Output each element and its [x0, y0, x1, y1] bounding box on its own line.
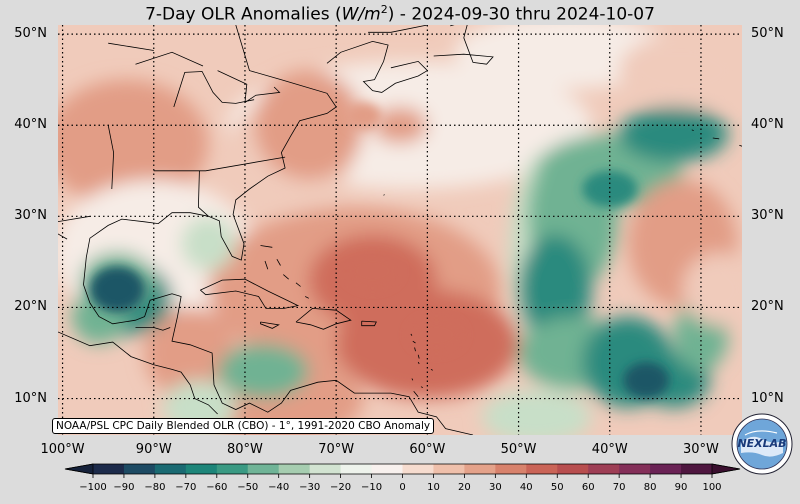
colorbar-segment	[340, 464, 373, 474]
colorbar-tick-label: −80	[144, 482, 165, 493]
colorbar-segment	[216, 464, 249, 474]
colorbar-segment	[526, 464, 558, 474]
olr-anomaly-field	[58, 25, 742, 435]
colorbar-tick-label: 30	[489, 482, 502, 493]
logo-text: NEXLAB	[737, 437, 786, 450]
lon-label: 50°W	[500, 442, 537, 457]
colorbar-segment	[278, 464, 311, 474]
lon-label: 30°W	[683, 442, 719, 457]
colorbar-tick-label: −100	[79, 482, 106, 493]
colorbar-segment	[123, 464, 156, 474]
map-title: 7-Day OLR Anomalies (W/m2) - 2024-09-30 …	[145, 3, 655, 25]
lat-label-right: 10°N	[751, 390, 784, 406]
colorbar-max-extend	[711, 463, 741, 475]
colorbar-tick-label: 0	[399, 482, 405, 493]
colorbar-segment	[464, 464, 496, 474]
colorbar-segment	[185, 464, 218, 474]
coastlines	[58, 25, 742, 435]
lat-label-left: 50°N	[14, 26, 47, 42]
lon-label: 90°W	[135, 442, 172, 457]
colorbar-tick-label: −30	[299, 482, 320, 493]
colorbar-segment	[402, 464, 434, 474]
colorbar-min-extend	[64, 463, 94, 475]
nexlab-logo[interactable]: NEXLAB	[731, 413, 793, 475]
lon-label: 70°W	[318, 442, 355, 457]
lat-label-left: 30°N	[14, 208, 47, 224]
colorbar-tick-label: −20	[330, 482, 351, 493]
colorbar-segment	[247, 464, 280, 474]
lon-label: 100°W	[40, 442, 85, 457]
colorbar-segment	[681, 464, 713, 474]
lon-label: 80°W	[227, 442, 263, 457]
colorbar: −100 −90 −80 −70 −60 −50 −40 −30 −20 −10 0 10 20 30 40…	[0, 458, 800, 500]
colorbar-tick-label: 10	[427, 482, 440, 493]
colorbar-segment	[557, 464, 589, 474]
lat-label-left: 20°N	[14, 299, 47, 315]
colorbar-segment	[433, 464, 465, 474]
colorbar-tick-label: 20	[458, 482, 471, 493]
lon-label: 40°W	[591, 442, 628, 457]
lat-label-right: 50°N	[751, 26, 784, 42]
colorbar-tick-label: −40	[268, 482, 289, 493]
lat-label-left: 40°N	[14, 117, 47, 133]
graticule	[58, 25, 742, 435]
colorbar-tick-label: −50	[237, 482, 258, 493]
colorbar-tick-label: −90	[113, 482, 134, 493]
colorbar-tick-label: 80	[644, 482, 657, 493]
lat-label-left: 10°N	[14, 390, 47, 406]
lon-label: 60°W	[409, 442, 446, 457]
colorbar-tick-label: 50	[551, 482, 564, 493]
colorbar-tick-label: −60	[206, 482, 227, 493]
colorbar-tick-label: 70	[613, 482, 626, 493]
data-credit-box: NOAA/PSL CPC Daily Blended OLR (CBO) - 1…	[52, 418, 435, 434]
colorbar-segment	[93, 464, 125, 474]
colorbar-segment	[619, 464, 651, 474]
colorbar-tick-label: 100	[702, 482, 721, 493]
colorbar-tick-label: −10	[361, 482, 382, 493]
anomaly-map	[58, 25, 742, 435]
colorbar-tick-label: −70	[175, 482, 196, 493]
colorbar-segment	[650, 464, 682, 474]
colorbar-segment	[309, 464, 342, 474]
lat-label-right: 40°N	[751, 117, 784, 133]
colorbar-tick-label: 40	[520, 482, 533, 493]
lat-label-right: 20°N	[751, 299, 784, 315]
lat-label-right: 30°N	[751, 208, 784, 224]
colorbar-segment	[495, 464, 527, 474]
colorbar-segment	[588, 464, 620, 474]
colorbar-tick-label: 60	[582, 482, 595, 493]
colorbar-segment	[371, 464, 403, 474]
colorbar-segment	[154, 464, 187, 474]
colorbar-tick-label: 90	[675, 482, 688, 493]
